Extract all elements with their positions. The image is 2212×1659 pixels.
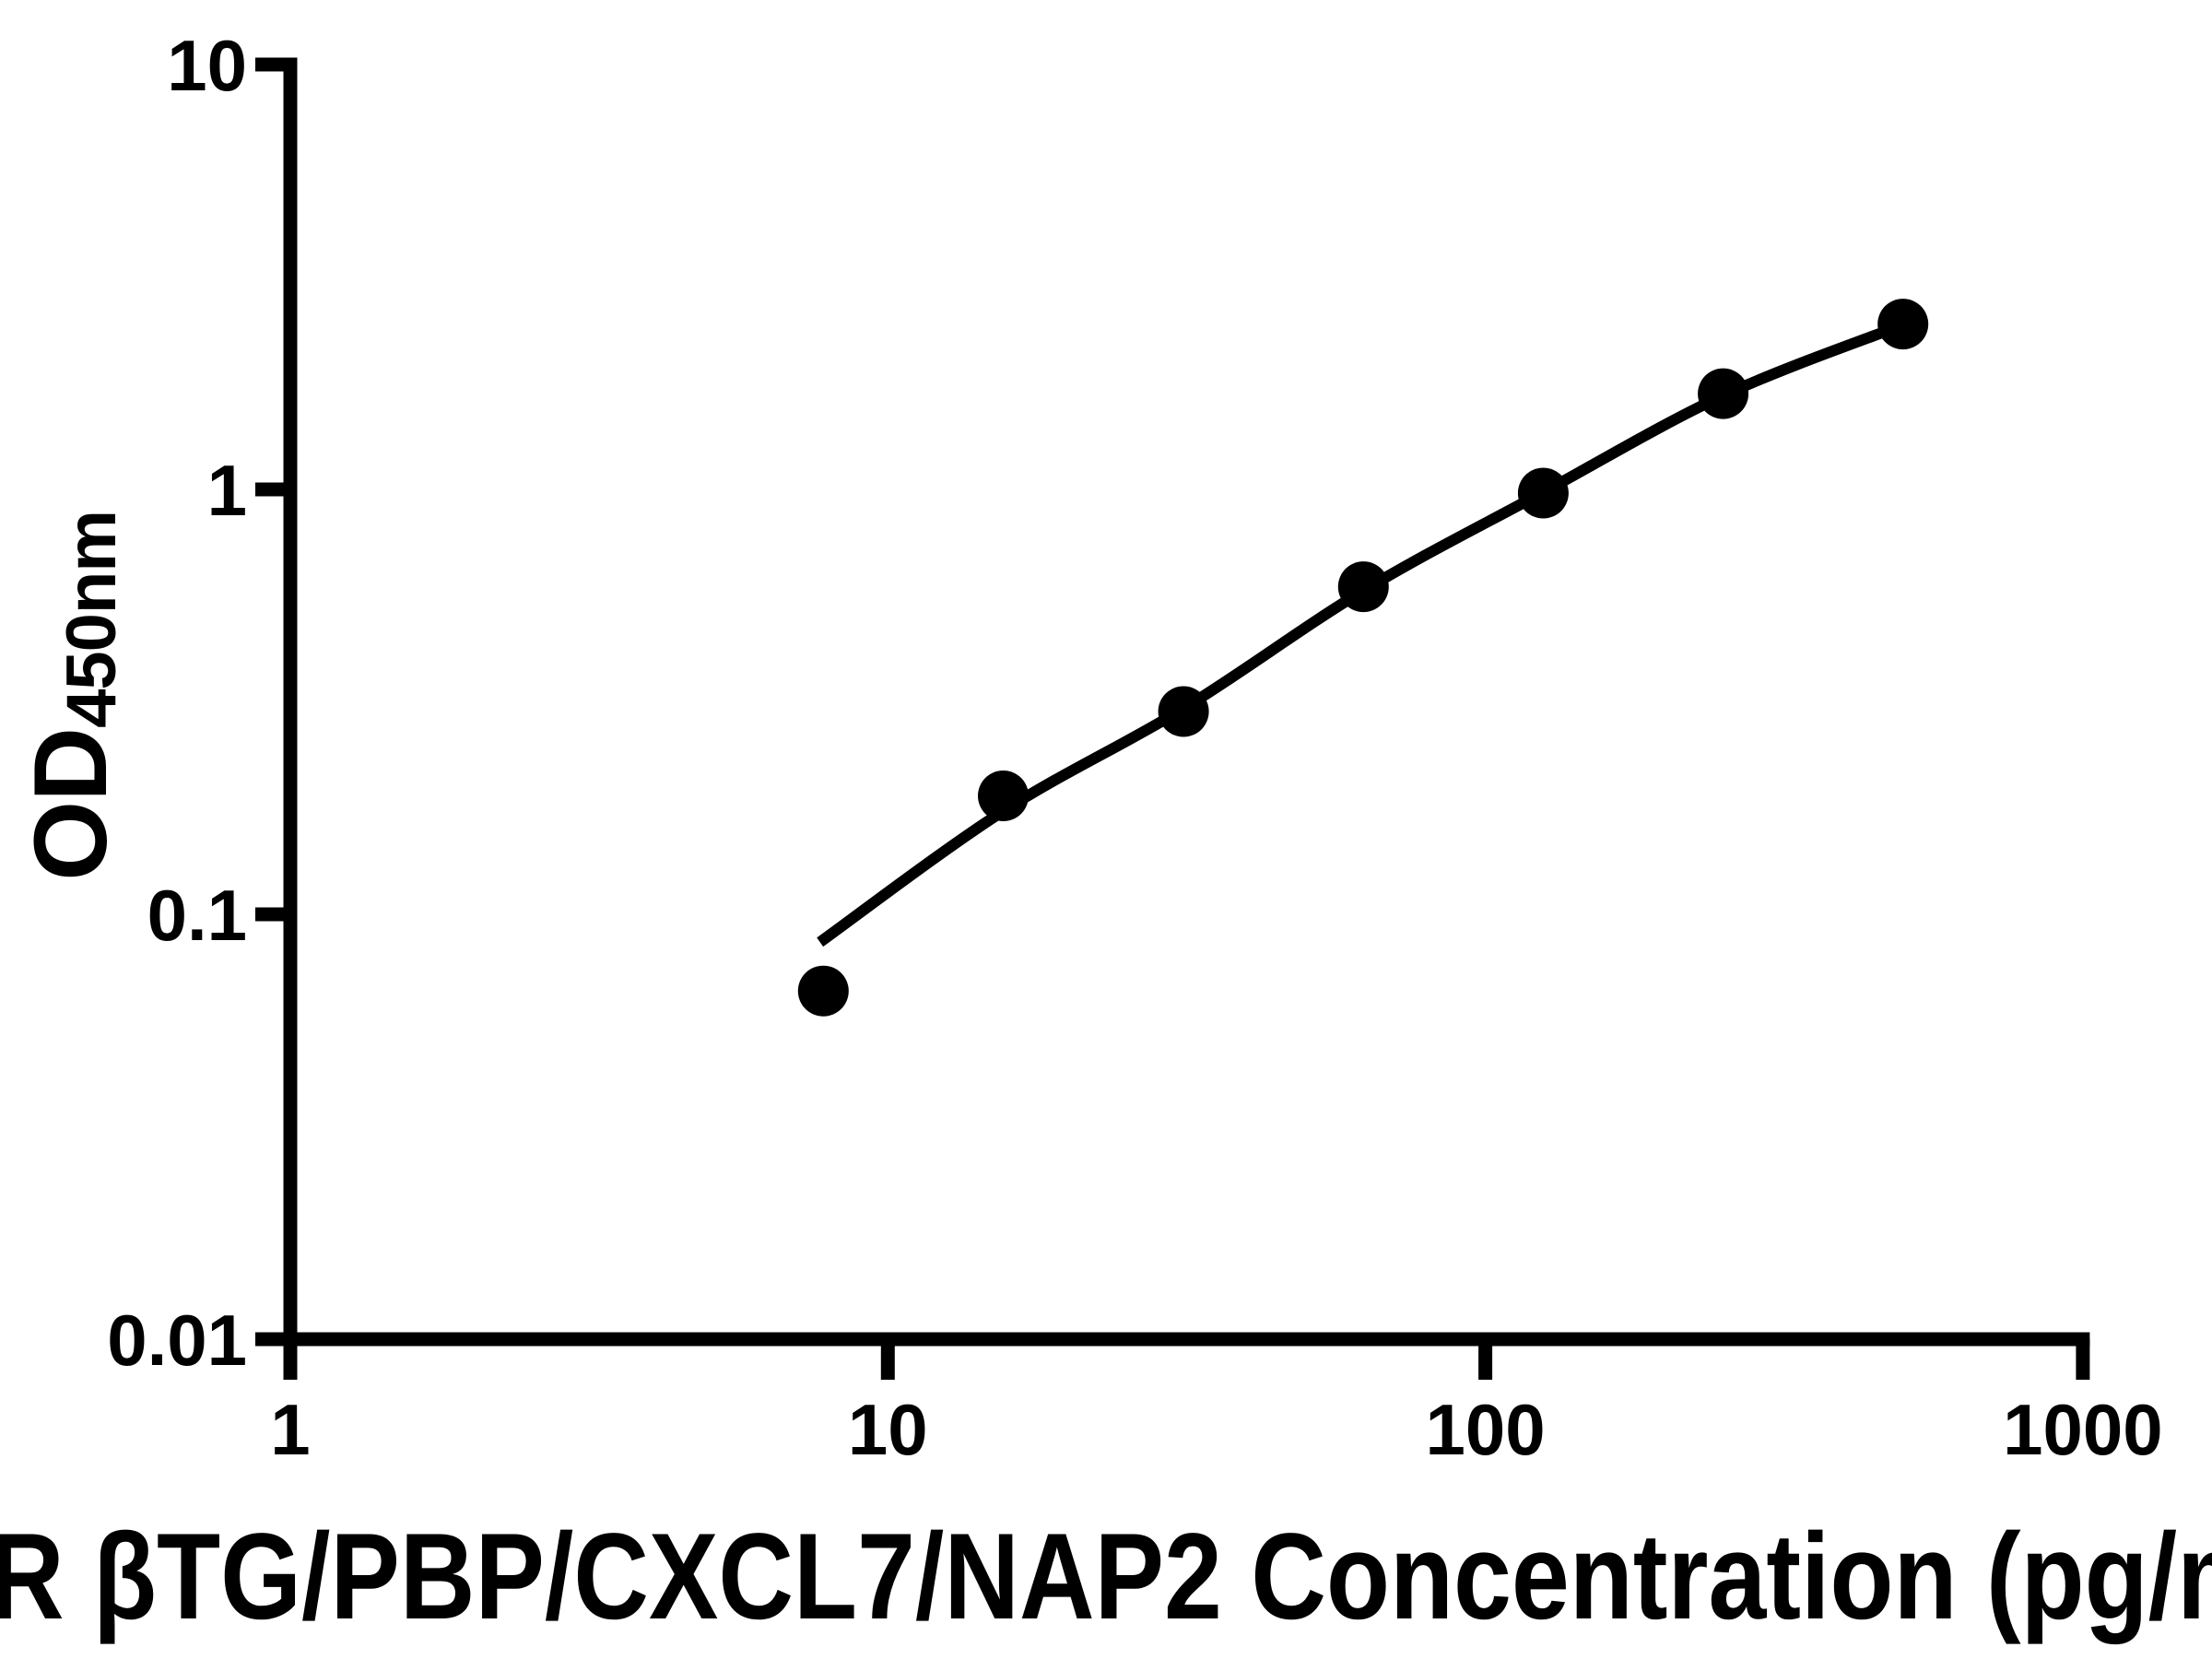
x-axis-tick-label: 1000 bbox=[2003, 1389, 2163, 1470]
y-axis-title: OD450nm bbox=[11, 507, 131, 885]
y-axis-title-main: OD bbox=[13, 727, 128, 881]
data-point bbox=[797, 965, 849, 1017]
x-axis-title: R βTG/PBP/CXCL7/NAP2 Concentration (pg/m bbox=[0, 1509, 2212, 1645]
y-axis-tick-label: 0.01 bbox=[107, 1300, 247, 1381]
y-axis-tick-label: 0.1 bbox=[147, 875, 247, 956]
x-axis-tick-label: 100 bbox=[1426, 1389, 1546, 1470]
x-axis-tick-label: 1 bbox=[270, 1389, 310, 1470]
y-axis-title-subscript: 450nm bbox=[52, 511, 131, 728]
data-point bbox=[1517, 467, 1569, 519]
data-point bbox=[1158, 686, 1209, 737]
data-point bbox=[1698, 368, 1749, 419]
x-axis-tick-label: 10 bbox=[848, 1389, 928, 1470]
standard-curve-fit-line bbox=[817, 319, 1905, 947]
data-point bbox=[978, 771, 1029, 821]
y-axis-tick-label: 1 bbox=[207, 450, 247, 531]
data-point bbox=[1877, 299, 1929, 350]
data-point bbox=[1337, 561, 1389, 613]
y-axis-tick-label: 10 bbox=[167, 25, 247, 106]
